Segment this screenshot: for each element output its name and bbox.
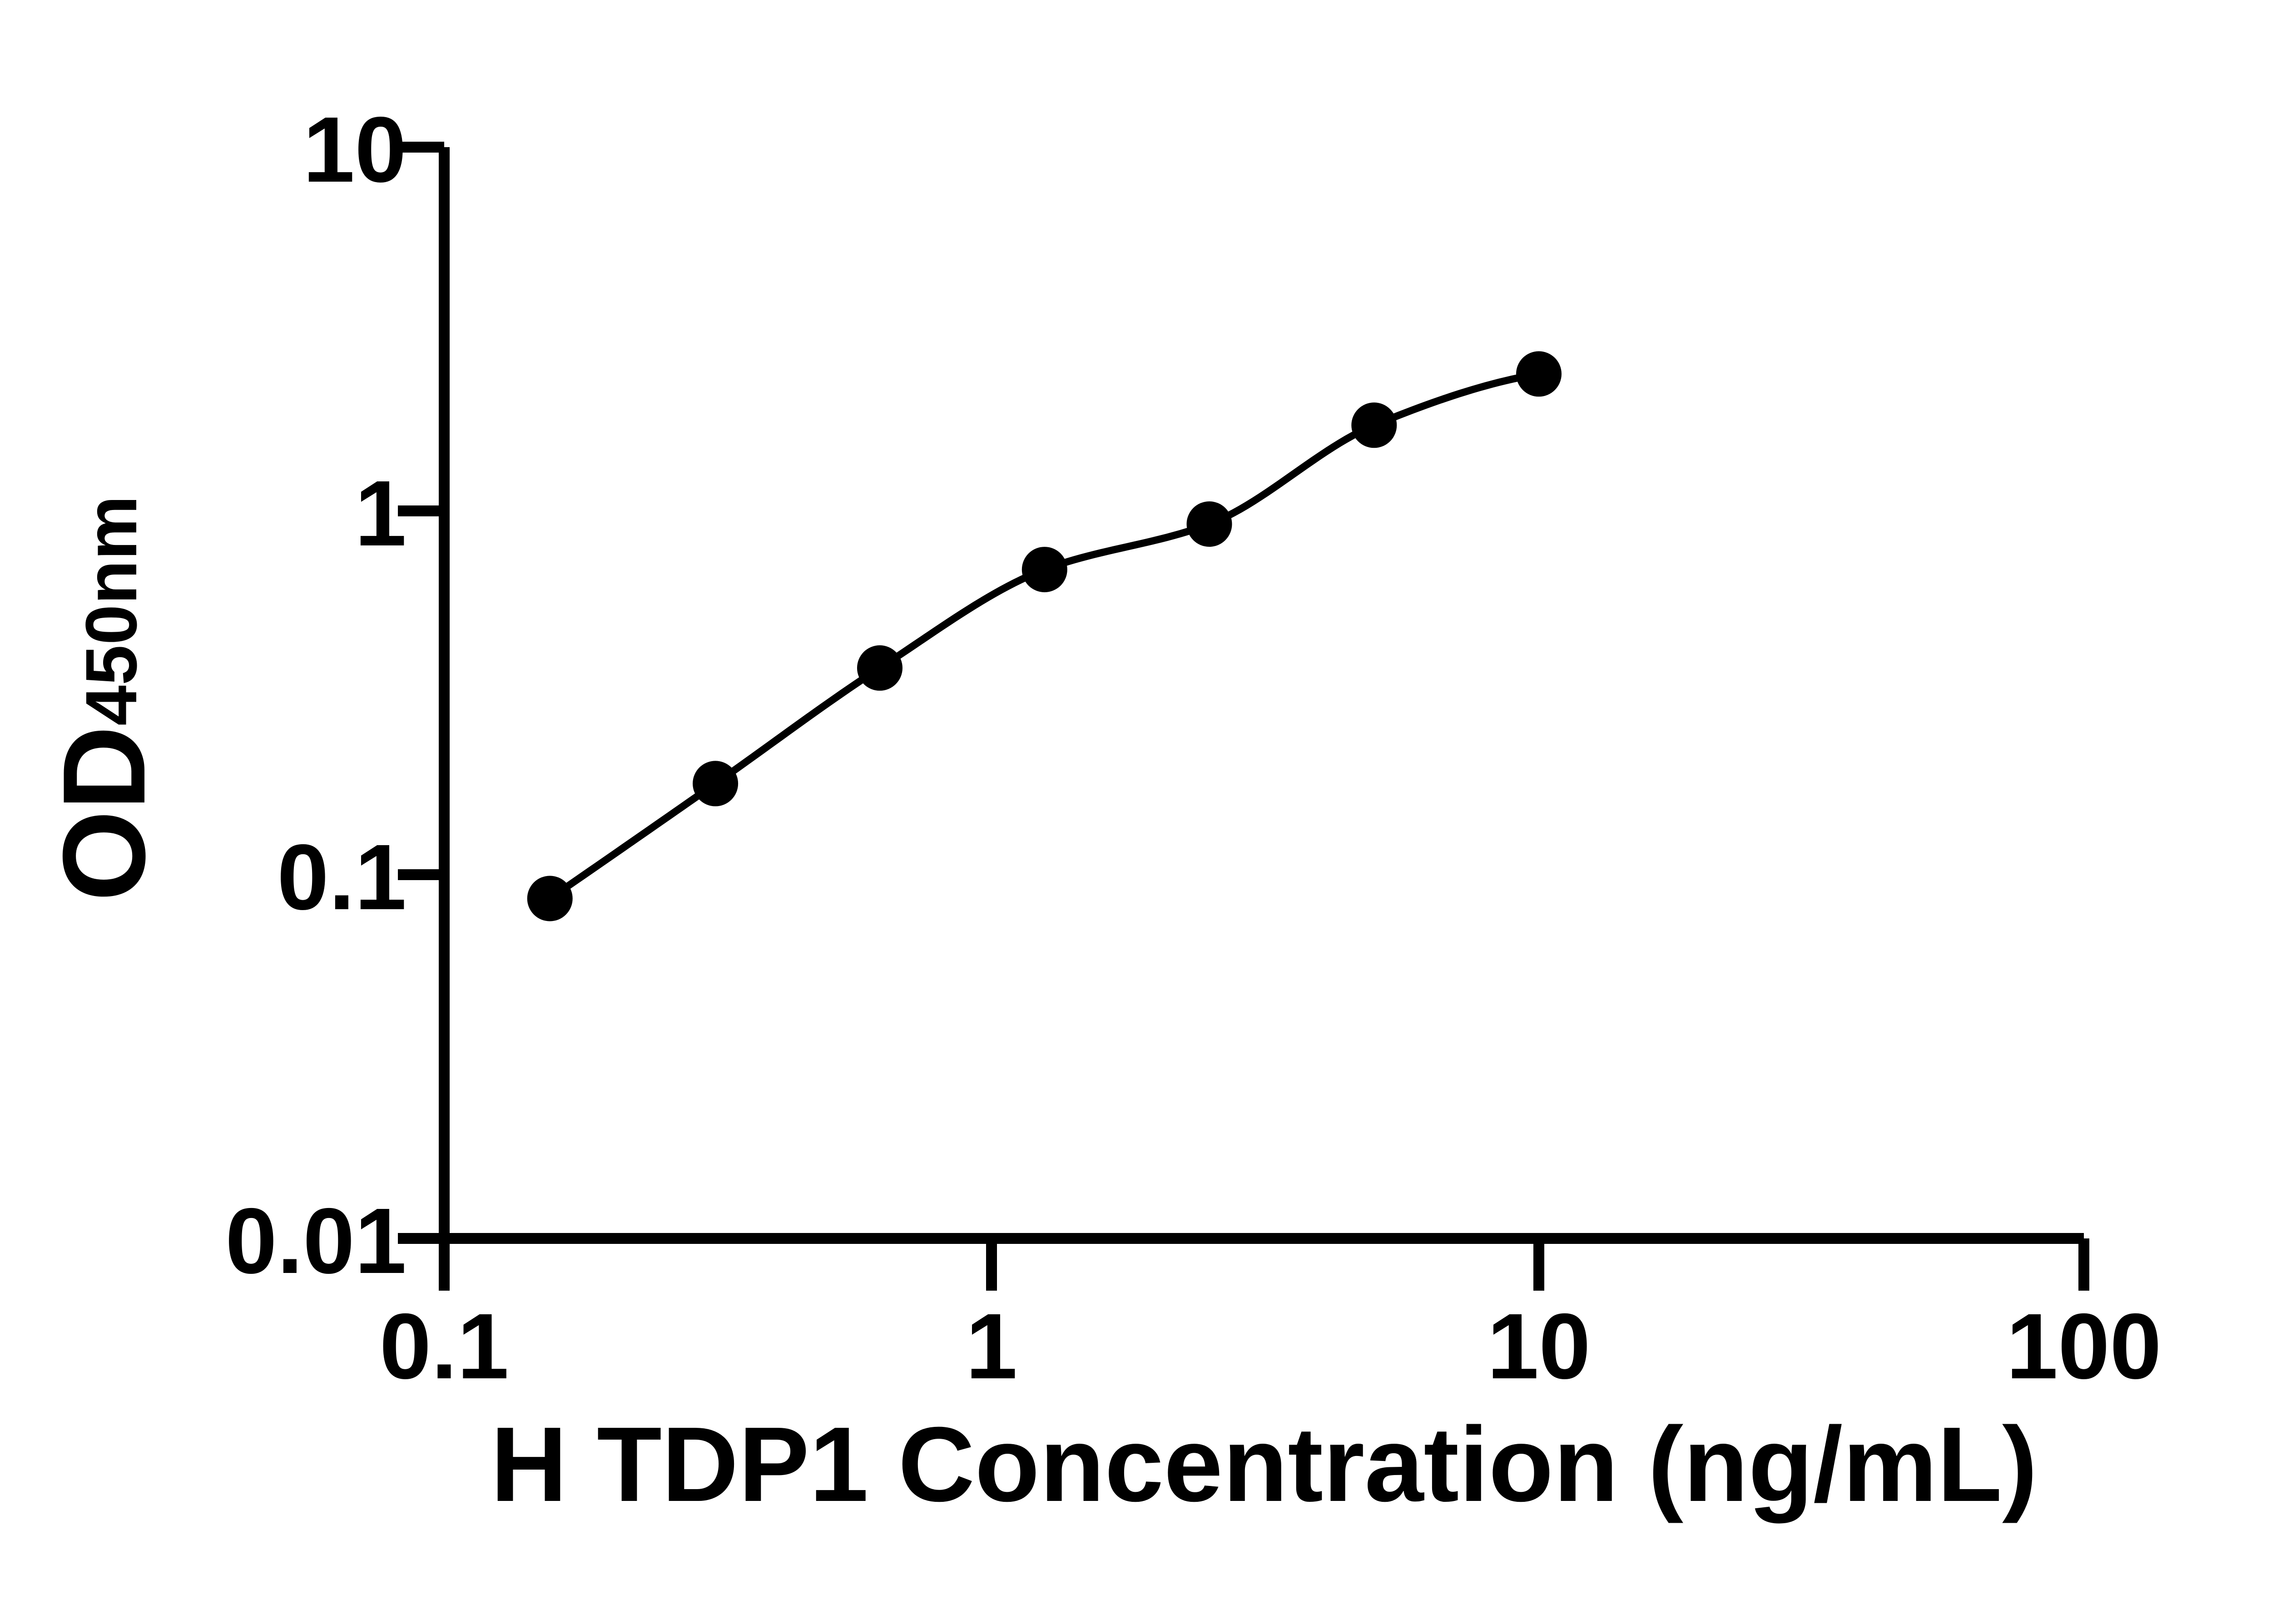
svg-text:10: 10 [1487, 1294, 1591, 1398]
svg-text:1: 1 [355, 461, 407, 565]
svg-text:0.01: 0.01 [225, 1189, 407, 1293]
svg-text:0.1: 0.1 [277, 825, 407, 929]
svg-text:10: 10 [303, 98, 407, 202]
svg-text:OD450nm: OD450nm [38, 495, 169, 901]
svg-text:0.1: 0.1 [380, 1294, 509, 1398]
svg-text:H TDP1 Concentration (ng/mL): H TDP1 Concentration (ng/mL) [491, 1405, 2038, 1524]
svg-text:100: 100 [2006, 1294, 2162, 1398]
svg-text:1: 1 [966, 1294, 1017, 1398]
